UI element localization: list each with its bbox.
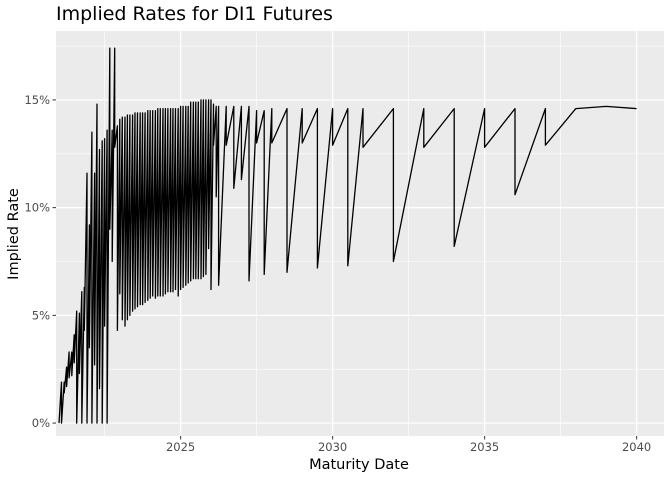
x-axis-title: Maturity Date (309, 457, 409, 473)
y-tick-label: 15% (24, 93, 50, 107)
minor-gridlines (56, 31, 664, 436)
major-gridlines (56, 31, 664, 436)
x-tick-label: 2025 (166, 440, 195, 454)
y-tick-label: 0% (32, 416, 50, 430)
series-line-1 (58, 47, 637, 424)
y-tick-label: 10% (24, 201, 50, 215)
y-axis-title: Implied Rate (6, 188, 22, 280)
x-tick-label: 2035 (470, 440, 499, 454)
x-tick-label: 2040 (622, 440, 651, 454)
y-tick-label: 5% (32, 308, 50, 322)
y-axis-ticks: 0% 5% 10% 15% (24, 93, 56, 430)
chart-title: Implied Rates for DI1 Futures (56, 3, 333, 25)
x-tick-label: 2030 (318, 440, 347, 454)
x-axis-ticks: 2025 2030 2035 2040 (166, 436, 651, 454)
series-layer (58, 47, 637, 424)
